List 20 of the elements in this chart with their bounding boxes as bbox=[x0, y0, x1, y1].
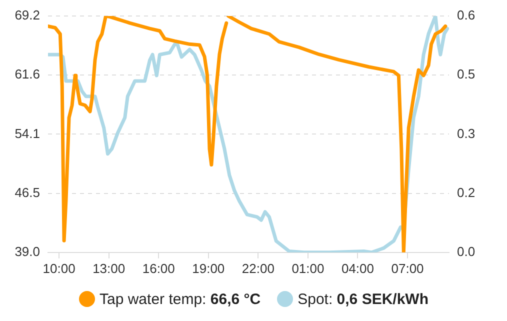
x-tick-label: 13:00 bbox=[92, 260, 126, 276]
y2-tick-label: 0.3 bbox=[457, 126, 476, 141]
x-tick-label: 16:00 bbox=[142, 260, 175, 276]
x-tick-label: 10:00 bbox=[42, 260, 76, 276]
x-tick-label: 22:00 bbox=[242, 260, 274, 276]
x-tick-label: 19:00 bbox=[192, 260, 225, 276]
y-tick-label: 69.2 bbox=[14, 8, 40, 23]
y2-tick-label: 0.0 bbox=[457, 244, 476, 259]
x-tick-label: 01:00 bbox=[292, 260, 324, 276]
y-tick-label: 61.6 bbox=[14, 66, 40, 82]
legend-label: Spot: 0,6 SEK/kWh bbox=[298, 290, 428, 308]
legend-label: Tap water temp: 66,6 °C bbox=[100, 290, 261, 308]
x-tick-label: 07:00 bbox=[391, 260, 424, 276]
x-tick-label: 04:00 bbox=[341, 260, 374, 276]
y-tick-label: 54.1 bbox=[14, 126, 40, 141]
y2-tick-label: 0.2 bbox=[457, 184, 476, 200]
y2-tick-label: 0.5 bbox=[457, 66, 476, 82]
y2-tick-label: 0.6 bbox=[457, 8, 476, 23]
y-tick-label: 46.5 bbox=[14, 184, 40, 200]
y-tick-label: 39.0 bbox=[14, 244, 40, 259]
